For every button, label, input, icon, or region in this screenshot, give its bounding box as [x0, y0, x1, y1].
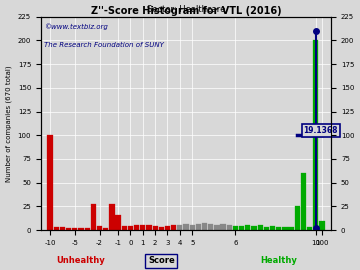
Text: Score: Score [148, 256, 175, 265]
Bar [66, 228, 71, 230]
Bar [276, 227, 281, 230]
Bar [85, 228, 90, 230]
Bar [122, 226, 127, 230]
Y-axis label: Number of companies (670 total): Number of companies (670 total) [5, 65, 12, 182]
Bar [146, 225, 152, 230]
Text: Healthy: Healthy [260, 256, 297, 265]
Text: Unhealthy: Unhealthy [57, 256, 105, 265]
Bar [165, 226, 170, 230]
Bar [301, 173, 306, 230]
Bar [140, 225, 145, 230]
Bar [257, 225, 263, 230]
Bar [208, 224, 213, 230]
Bar [48, 135, 53, 230]
Bar [264, 227, 269, 230]
Text: Sector: Healthcare: Sector: Healthcare [147, 5, 225, 15]
Bar [128, 226, 133, 230]
Bar [183, 224, 189, 230]
Bar [288, 227, 294, 230]
Bar [313, 40, 318, 230]
Bar [171, 225, 176, 230]
Bar [116, 215, 121, 230]
Bar [282, 227, 288, 230]
Bar [159, 227, 164, 230]
Bar [319, 221, 325, 230]
Bar [190, 225, 195, 230]
Bar [294, 206, 300, 230]
Bar [153, 226, 158, 230]
Bar [307, 227, 312, 230]
Bar [177, 225, 183, 230]
Text: ©www.textbiz.org: ©www.textbiz.org [44, 23, 108, 30]
Bar [97, 226, 102, 230]
Bar [134, 225, 139, 230]
Bar [220, 224, 226, 230]
Bar [233, 226, 238, 230]
Bar [78, 228, 84, 230]
Bar [270, 226, 275, 230]
Bar [54, 227, 59, 230]
Bar [72, 228, 77, 230]
Text: The Research Foundation of SUNY: The Research Foundation of SUNY [44, 42, 163, 48]
Bar [251, 226, 257, 230]
Bar [227, 225, 232, 230]
Bar [196, 224, 201, 230]
Bar [245, 225, 251, 230]
Bar [109, 204, 114, 230]
Bar [60, 227, 65, 230]
Bar [239, 226, 244, 230]
Bar [91, 204, 96, 230]
Bar [103, 228, 108, 230]
Bar [214, 225, 220, 230]
Bar [202, 224, 207, 230]
Text: 19.1368: 19.1368 [303, 126, 338, 135]
Title: Z''-Score Histogram for VTL (2016): Z''-Score Histogram for VTL (2016) [91, 6, 282, 16]
